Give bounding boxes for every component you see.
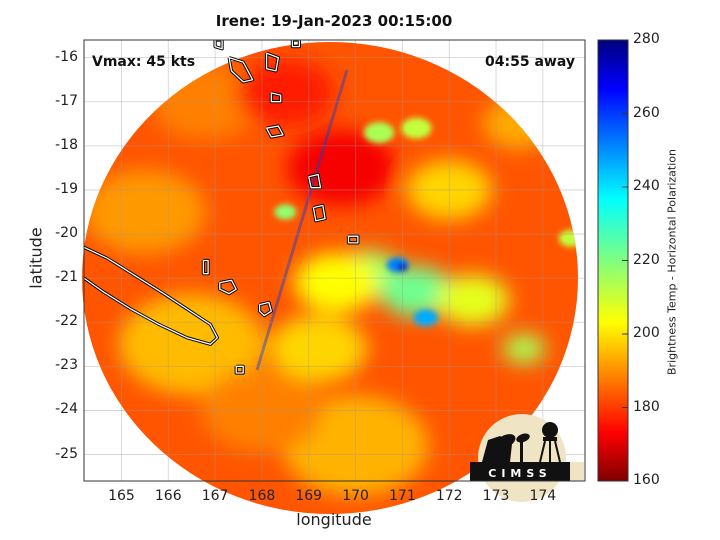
y-tick-label: -22 [55,313,78,330]
x-tick-label: 170 [342,488,369,504]
cloud-feature-6 [436,274,510,326]
coastline-3 [308,173,322,189]
colorbar-tick-label: 220 [633,251,660,268]
y-tick-label: -24 [55,401,78,418]
cloud-feature-9 [401,117,432,139]
colorbar-tick-label: 180 [633,398,660,415]
colorbar-tick-label: 160 [633,472,660,488]
cimss-logo-text: CIMSS [488,467,551,480]
coastline-13 [291,40,301,48]
coastline-4 [312,204,326,222]
y-tick-label: -23 [55,357,78,374]
coastline-5 [266,125,284,138]
y-tick-label: -19 [55,180,78,197]
coastline-6 [228,56,254,83]
y-tick-label: -17 [55,92,78,109]
cloud-feature-11 [269,314,367,383]
x-tick-label: 174 [529,488,557,504]
x-tick-label: 172 [435,488,463,504]
x-tick-label: 169 [295,488,323,504]
coastline-0 [84,246,219,345]
swath-seam [255,69,349,371]
axes-frame [83,39,586,482]
cloud-feature-8 [363,122,395,144]
cloud-feature-5 [294,253,380,313]
time-away-label: 04:55 away [485,54,575,70]
cloud-feature-4 [379,266,453,317]
cloud-feature-21 [201,368,323,453]
cloud-feature-7 [502,333,546,364]
vmax-label: Vmax: 45 kts [92,54,196,70]
coastline-11 [235,365,244,374]
coastlines [84,40,360,375]
x-tick-label: 165 [108,488,135,504]
coastline-10 [347,235,359,244]
cloud-feature-14 [406,160,492,220]
x-axis-label: longitude [296,510,372,529]
cloud-feature-12 [118,293,265,395]
coastline-1 [219,279,237,295]
x-tick-label: 171 [389,488,416,504]
colorbar-tick-label: 240 [633,178,660,194]
grid-lines [84,40,585,481]
colorbar-tick-label: 200 [633,325,660,341]
cloud-feature-1 [397,263,408,272]
colorbar-label: Brightness Temp - Horizontal Polarizatio… [665,149,679,375]
y-tick-label: -16 [55,48,78,65]
brightness-temperature-swath [82,42,578,514]
coastline-12 [214,40,223,50]
x-tick-label: 173 [482,488,510,504]
map-title: Irene: 19-Jan-2023 00:15:00 [215,12,453,30]
x-tick-label: 167 [201,488,229,504]
coastline-2 [258,301,272,317]
colorbar-tick-label: 260 [633,104,660,121]
colorbar-tick-label: 280 [633,31,660,47]
y-tick-label: -20 [55,225,78,242]
coastline-9 [202,259,209,275]
cloud-feature-2 [413,309,438,327]
cloud-feature-13 [84,169,206,255]
coastline-8 [270,92,282,103]
y-tick-label: -25 [55,445,78,462]
x-tick-label: 166 [154,488,182,504]
y-tick-label: -18 [55,136,78,153]
coastline-7 [265,52,279,72]
cimss-logo: CIMSS [470,414,584,502]
y-tick-label: -21 [55,269,78,286]
cloud-feature-10 [274,204,297,220]
cloud-feature-19 [236,59,335,127]
x-tick-label: 168 [248,488,276,504]
